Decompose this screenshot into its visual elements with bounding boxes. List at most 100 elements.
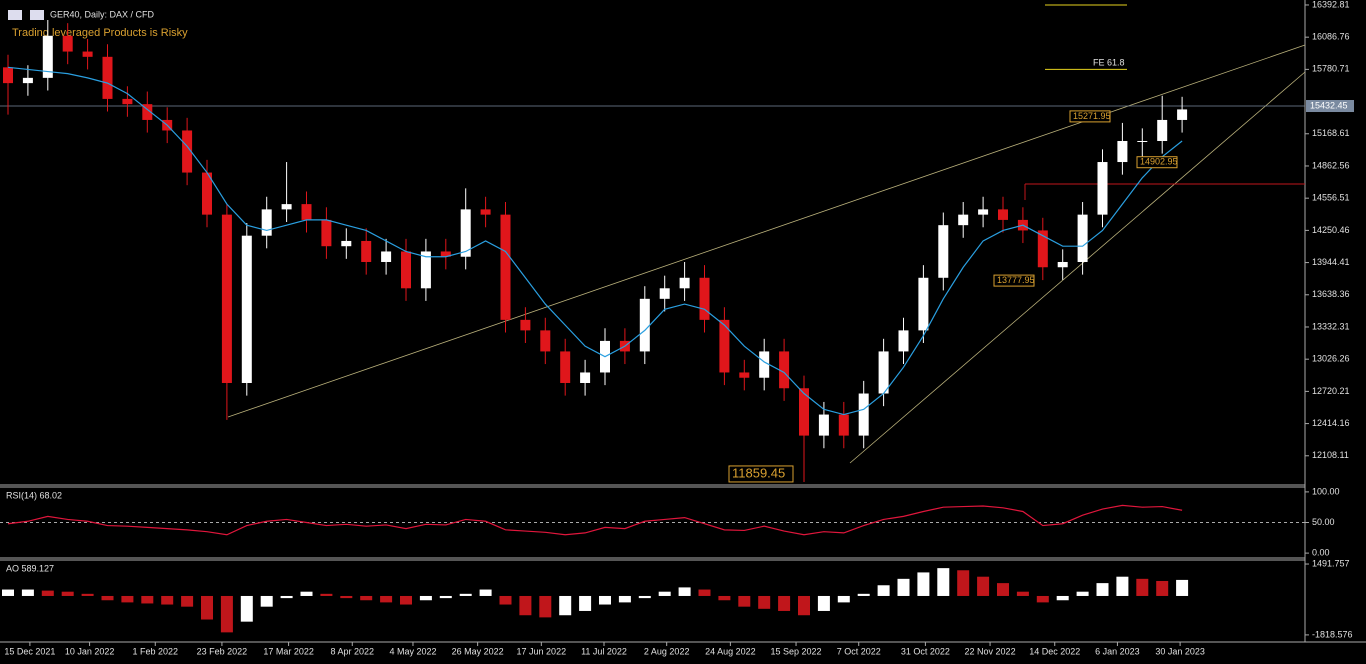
candle-body bbox=[838, 414, 849, 436]
ao-bar bbox=[400, 595, 412, 605]
moving-average bbox=[7, 66, 1183, 416]
ao-bar bbox=[380, 595, 393, 603]
x-tick-label: 8 Apr 2022 bbox=[330, 646, 374, 656]
y-tick-label: 16086.76 bbox=[1312, 32, 1350, 42]
candle-body bbox=[420, 251, 431, 289]
candle-body bbox=[759, 351, 770, 378]
ao-bar bbox=[618, 595, 631, 603]
ao-bar bbox=[738, 595, 751, 607]
candle-body bbox=[22, 77, 33, 84]
candle-body bbox=[540, 330, 551, 352]
y-tick-label: 15168.61 bbox=[1312, 128, 1350, 138]
candle-body bbox=[1137, 140, 1148, 142]
ao-bar bbox=[1036, 595, 1049, 603]
ao-bar bbox=[698, 589, 711, 596]
x-tick-label: 6 Jan 2023 bbox=[1095, 646, 1140, 656]
candle-body bbox=[858, 393, 869, 436]
candle-body bbox=[221, 214, 232, 383]
ao-bar bbox=[479, 589, 492, 596]
candle-body bbox=[639, 298, 650, 352]
ao-bar bbox=[41, 590, 54, 596]
candle-body bbox=[978, 209, 989, 215]
x-tick-label: 23 Feb 2022 bbox=[197, 646, 248, 656]
y-tick-label: 12108.11 bbox=[1312, 450, 1349, 460]
candle-body bbox=[719, 319, 730, 373]
y-tick-label: 14250.46 bbox=[1312, 225, 1350, 235]
ao-bar bbox=[599, 595, 611, 605]
y-tick-label: 0.00 bbox=[1312, 547, 1330, 557]
current-price-box bbox=[1306, 100, 1354, 113]
candle-body bbox=[1177, 109, 1188, 120]
flag-icon bbox=[30, 10, 44, 20]
candle-body bbox=[739, 372, 750, 378]
ao-bar bbox=[1076, 591, 1089, 596]
candle-body bbox=[1037, 230, 1048, 268]
x-tick-label: 26 May 2022 bbox=[452, 646, 504, 656]
annotation: 11859.45 bbox=[732, 465, 785, 480]
ao-bar bbox=[1116, 576, 1129, 596]
ao-bar bbox=[459, 593, 472, 596]
x-tick-label: 17 Jun 2022 bbox=[517, 646, 567, 656]
x-tick-label: 4 May 2022 bbox=[389, 646, 436, 656]
ao-bar bbox=[320, 593, 333, 596]
candle-body bbox=[321, 219, 332, 247]
ao-bar bbox=[638, 595, 651, 599]
annotation: 13777.95 bbox=[997, 275, 1035, 285]
ao-bar bbox=[877, 585, 890, 596]
ao-bar bbox=[718, 595, 731, 601]
candle-body bbox=[1057, 261, 1068, 268]
candle-body bbox=[301, 204, 312, 220]
x-tick-label: 7 Oct 2022 bbox=[837, 646, 881, 656]
candle-body bbox=[401, 251, 411, 289]
ao-bar bbox=[519, 595, 532, 616]
candle-body bbox=[182, 130, 193, 173]
candle-body bbox=[1117, 140, 1128, 163]
candle-body bbox=[241, 235, 252, 383]
x-tick-label: 2 Aug 2022 bbox=[644, 646, 690, 656]
candle-body bbox=[62, 35, 73, 52]
candle-body bbox=[361, 240, 372, 262]
candle-body bbox=[142, 104, 153, 120]
y-tick-label: 13332.31 bbox=[1312, 321, 1350, 331]
y-tick-label: 13638.36 bbox=[1312, 289, 1350, 299]
ao-bar bbox=[439, 595, 452, 599]
y-tick-label: 50.00 bbox=[1312, 517, 1335, 527]
ao-bar bbox=[678, 587, 691, 596]
ao-bar bbox=[61, 591, 74, 596]
annotation-box bbox=[993, 274, 1035, 287]
candle-body bbox=[699, 277, 710, 320]
ao-bar bbox=[340, 595, 353, 599]
ao-bar bbox=[837, 595, 850, 603]
y-tick-label: 13026.26 bbox=[1312, 354, 1350, 364]
x-tick-label: 17 Mar 2022 bbox=[263, 646, 314, 656]
y-tick-label: -1818.576 bbox=[1312, 629, 1353, 639]
y-tick-label: 15780.71 bbox=[1312, 64, 1350, 74]
ao-bar bbox=[260, 595, 273, 607]
ao-bar bbox=[101, 595, 114, 601]
ao-bar bbox=[997, 583, 1009, 596]
annotation: FE 61.8 bbox=[1093, 58, 1125, 68]
ao-bar bbox=[957, 570, 970, 596]
ao-bar bbox=[758, 595, 771, 609]
y-tick-label: 14556.51 bbox=[1312, 193, 1350, 203]
annotation-box bbox=[1069, 110, 1111, 123]
candle-body bbox=[1077, 214, 1088, 262]
ao-bar bbox=[1136, 578, 1149, 596]
flag-icon bbox=[8, 10, 22, 20]
trend-line bbox=[849, 71, 1306, 464]
ao-bar bbox=[897, 578, 910, 596]
y-tick-label: 12414.16 bbox=[1312, 418, 1350, 428]
y-tick-label: 13944.41 bbox=[1312, 257, 1350, 267]
ao-bar bbox=[539, 595, 552, 618]
candle-body bbox=[560, 351, 571, 383]
candle-body bbox=[998, 209, 1008, 220]
candle-body bbox=[202, 172, 212, 215]
ao-bar bbox=[181, 595, 194, 607]
ao-bar bbox=[419, 595, 432, 601]
rsi-line bbox=[7, 504, 1183, 536]
chart-title: GER40, Daily: DAX / CFD bbox=[50, 9, 155, 19]
ao-bar bbox=[280, 595, 293, 599]
candle-body bbox=[1097, 162, 1108, 215]
